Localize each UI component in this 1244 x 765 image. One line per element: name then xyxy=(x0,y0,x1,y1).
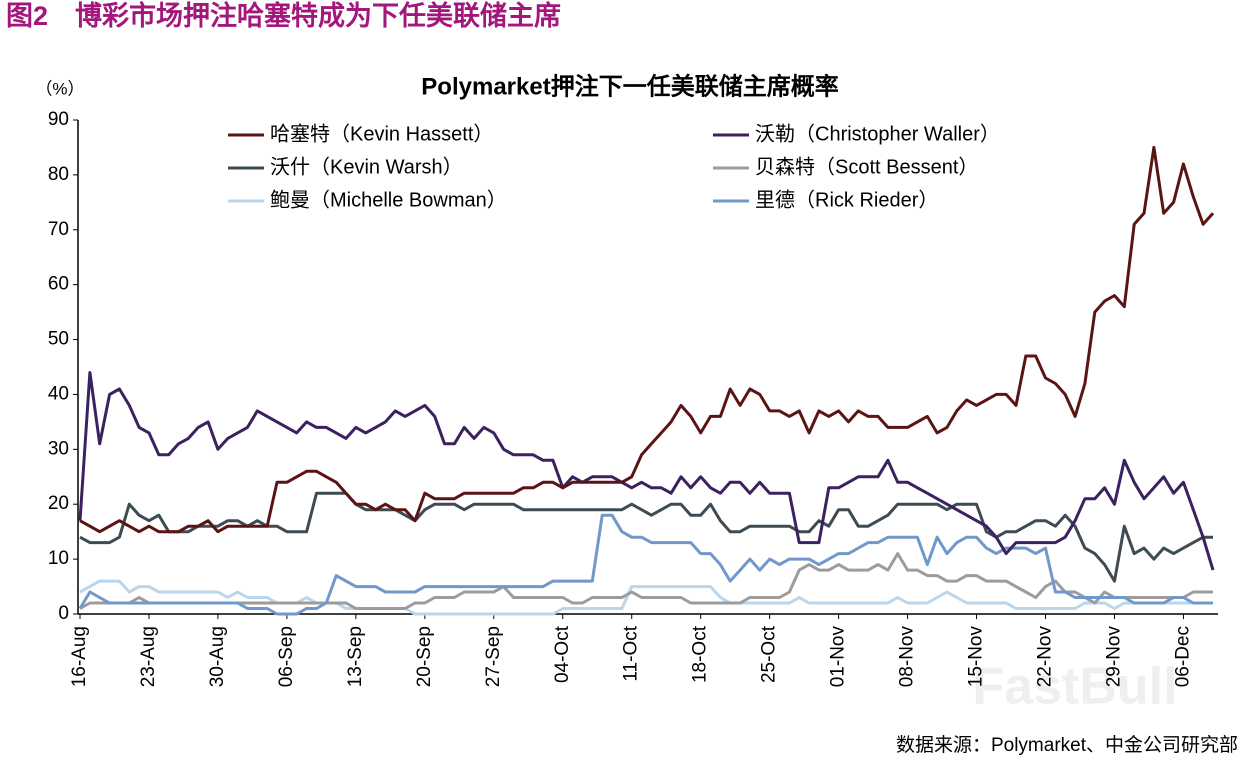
series-line xyxy=(78,371,1215,571)
y-tick-label: 60 xyxy=(48,274,69,295)
x-tick-label: 04-Oct xyxy=(552,625,573,683)
x-tick-label: 01-Nov xyxy=(828,626,849,688)
y-tick-label: 80 xyxy=(48,164,69,185)
x-tick-label: 30-Aug xyxy=(207,626,228,687)
x-tick-label: 06-Sep xyxy=(276,626,297,687)
x-tick-label: 16-Aug xyxy=(69,626,90,687)
legend-label: 鲍曼（Michelle Bowman） xyxy=(270,188,507,211)
y-tick-label: 20 xyxy=(48,493,69,514)
y-tick-label: 50 xyxy=(48,329,69,350)
figure-header: 图2 博彩市场押注哈塞特成为下任美联储主席 xyxy=(6,0,561,31)
x-tick-label: 11-Oct xyxy=(621,625,642,681)
y-tick-label: 70 xyxy=(48,219,69,240)
series-line xyxy=(79,579,1213,616)
legend-label: 哈塞特（Kevin Hassett） xyxy=(270,122,493,145)
x-tick-label: 13-Sep xyxy=(345,626,366,687)
source-note: 数据来源：Polymarket、中金公司研究部 xyxy=(896,734,1238,756)
y-unit: （%） xyxy=(35,79,84,98)
legend-label: 里德（Rick Rieder） xyxy=(755,188,938,211)
x-tick-label: 20-Sep xyxy=(414,626,435,687)
chart-title: Polymarket押注下一任美联储主席概率 xyxy=(421,72,838,100)
series-line xyxy=(78,513,1213,616)
x-tick-label: 25-Oct xyxy=(759,625,780,683)
x-tick-label: 15-Nov xyxy=(966,626,987,688)
y-tick-label: 10 xyxy=(48,548,69,569)
y-tick-label: 0 xyxy=(58,603,69,624)
y-tick-label: 30 xyxy=(48,438,69,459)
x-tick-label: 27-Sep xyxy=(483,626,504,687)
x-tick-label: 08-Nov xyxy=(897,626,918,688)
x-tick-label: 23-Aug xyxy=(138,626,159,687)
x-tick-label: 22-Nov xyxy=(1035,626,1056,688)
x-tick-label: 06-Dec xyxy=(1172,626,1193,687)
series-line xyxy=(79,491,1213,583)
legend-label: 贝森特（Scott Bessent） xyxy=(755,155,978,178)
legend-label: 沃什（Kevin Warsh） xyxy=(270,155,463,178)
y-tick-label: 90 xyxy=(48,109,69,130)
series-line xyxy=(79,145,1215,534)
x-tick-label: 29-Nov xyxy=(1103,626,1124,688)
series-line xyxy=(79,552,1213,610)
x-tick-label: 18-Oct xyxy=(690,625,711,683)
y-tick-label: 40 xyxy=(48,383,69,404)
watermark: FastBull xyxy=(972,658,1177,716)
legend-label: 沃勒（Christopher Waller） xyxy=(755,122,1000,145)
